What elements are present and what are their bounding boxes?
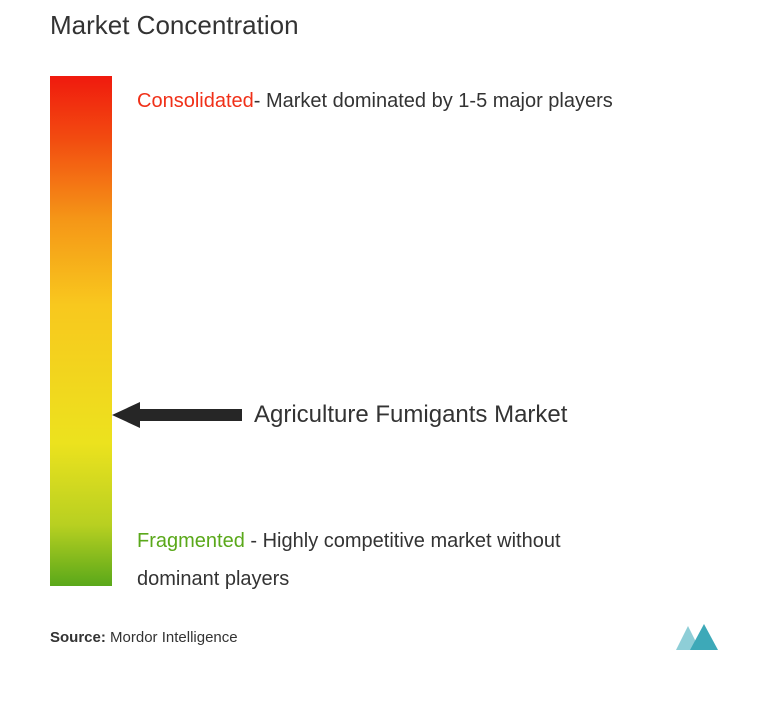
consolidated-desc: - Market dominated by 1-5 major players (254, 90, 613, 112)
fragmented-label: Fragmented - Highly competitive market w… (137, 522, 637, 598)
source-value: Mordor Intelligence (110, 629, 238, 646)
market-marker: Agriculture Fumigants Market (112, 401, 567, 429)
consolidated-highlight: Consolidated (137, 90, 254, 112)
fragmented-highlight: Fragmented (137, 530, 245, 552)
consolidated-label: Consolidated- Market dominated by 1-5 ma… (137, 86, 613, 116)
arrow-left-icon (112, 402, 242, 428)
mordor-logo-icon (672, 622, 722, 652)
footer: Source: Mordor Intelligence (50, 622, 722, 652)
market-name: Agriculture Fumigants Market (254, 401, 567, 429)
page-title: Market Concentration (50, 10, 722, 41)
content-area: Consolidated- Market dominated by 1-5 ma… (50, 76, 722, 586)
source-label: Source: (50, 629, 106, 646)
labels-column: Consolidated- Market dominated by 1-5 ma… (137, 76, 722, 586)
concentration-gradient-bar (50, 76, 112, 586)
source-attribution: Source: Mordor Intelligence (50, 629, 238, 646)
